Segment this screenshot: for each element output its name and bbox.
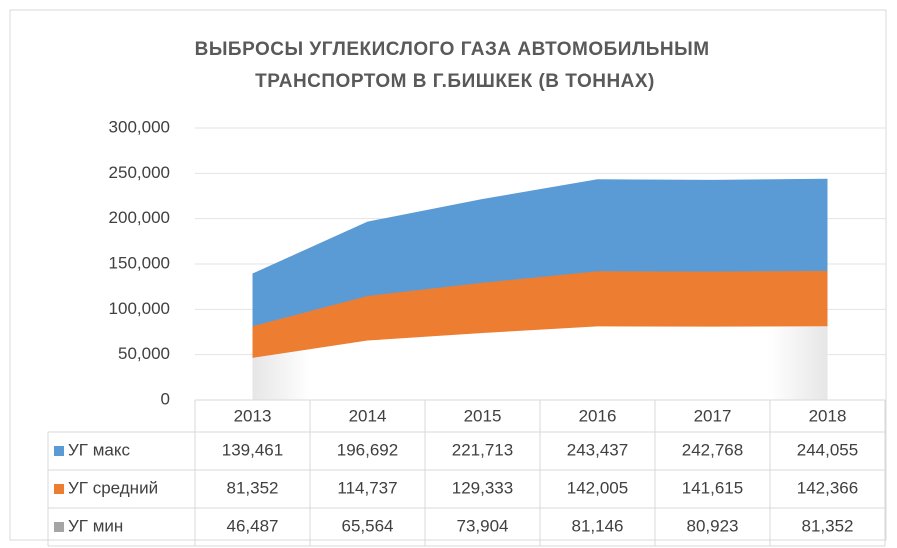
table-value: 80,923 [687,516,739,535]
x-tick-label: 2014 [349,406,387,425]
table-value: 114,737 [337,478,397,497]
legend-marker [54,446,64,456]
chart-title: ВЫБРОСЫ УГЛЕКИСЛОГО ГАЗА АВТОМОБИЛЬНЫМ Т… [195,39,716,92]
legend-label: УГ средний [68,478,158,497]
x-tick-label: 2016 [579,406,617,425]
legend-label: УГ мин [68,516,123,535]
table-value: 142,005 [567,478,628,497]
y-tick-label: 300,000 [109,117,170,136]
x-tick-label: 2015 [464,406,502,425]
table-value: 244,055 [797,440,858,459]
y-tick-label: 150,000 [109,253,170,272]
legend-marker [54,522,64,532]
table-value: 65,564 [342,516,394,535]
table-value: 129,333 [452,478,513,497]
table-value: 242,768 [682,440,743,459]
y-tick-label: 50,000 [118,344,170,363]
table-value: 196,692 [337,440,398,459]
legend-label: УГ макс [68,440,130,459]
table-value: 46,487 [227,516,279,535]
y-tick-label: 200,000 [109,208,170,227]
table-value: 81,146 [572,516,624,535]
table-value: 73,904 [457,516,509,535]
table-value: 81,352 [802,516,854,535]
y-tick-label: 250,000 [109,163,170,182]
area [252,326,828,400]
x-tick-label: 2018 [809,406,847,425]
table-value: 243,437 [567,440,628,459]
table-value: 139,461 [222,440,283,459]
y-tick-label: 0 [161,389,170,408]
legend-marker [54,484,64,494]
table-value: 142,366 [797,478,858,497]
table-value: 81,352 [227,478,279,497]
y-tick-label: 100,000 [109,299,170,318]
table-value: 141,615 [682,478,743,497]
x-tick-label: 2017 [694,406,732,425]
x-tick-label: 2013 [234,406,272,425]
table-value: 221,713 [452,440,513,459]
